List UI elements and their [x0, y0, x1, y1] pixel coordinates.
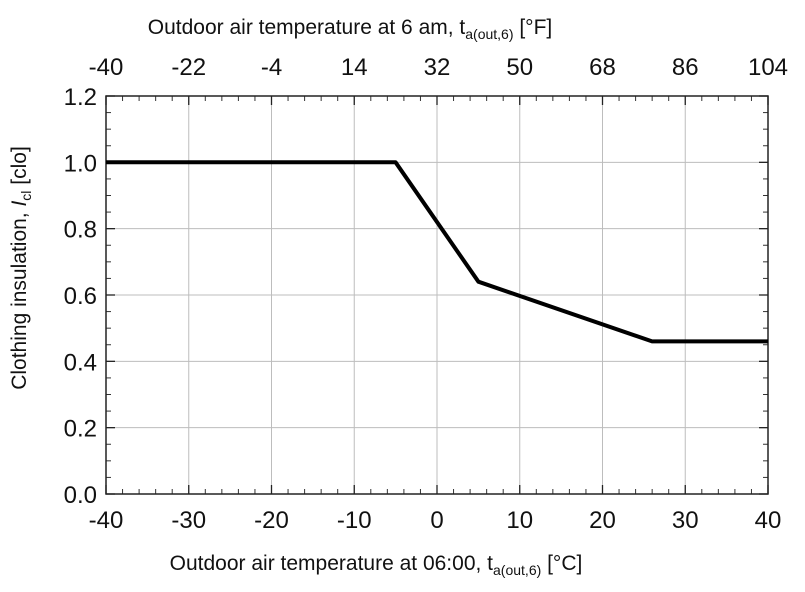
y-tick-label: 0.2	[64, 416, 97, 443]
top-x-tick-label: 104	[748, 54, 788, 81]
x-tick-label: -40	[89, 507, 124, 534]
top-x-tick-label: 32	[424, 54, 451, 81]
x-tick-label: 40	[755, 507, 782, 534]
clothing-insulation-line	[106, 160, 768, 344]
series-lines	[106, 160, 768, 344]
top-axis-title: Outdoor air temperature at 6 am, ta(out,…	[148, 16, 552, 42]
plot-area-frame	[105, 95, 769, 495]
x-tick-label: 0	[430, 507, 443, 534]
x-tick-label: 10	[506, 507, 533, 534]
y-tick-label: 1.2	[64, 84, 97, 111]
x-tick-label: -10	[337, 507, 372, 534]
y-tick-label: 0.0	[64, 482, 97, 509]
y-tick-label: 0.8	[64, 217, 97, 244]
x-tick-label: 30	[672, 507, 699, 534]
top-x-tick-label: -22	[171, 54, 206, 81]
top-x-tick-label: -4	[261, 54, 282, 81]
tick-labels: -40 -30 -20 -10 0 10 20 30 40 -40 -22 -4 14 32 50 68 86 1…	[64, 54, 788, 534]
bottom-axis-title: Outdoor air temperature at 06:00, ta(out…	[170, 552, 583, 578]
top-x-tick-label: 14	[341, 54, 368, 81]
top-x-tick-label: -40	[89, 54, 124, 81]
top-x-tick-label: 86	[672, 54, 699, 81]
x-tick-label: -30	[171, 507, 206, 534]
top-x-tick-label: 68	[589, 54, 616, 81]
x-tick-label: -20	[254, 507, 289, 534]
y-tick-label: 0.6	[64, 283, 97, 310]
top-x-tick-label: 50	[506, 54, 533, 81]
grid-lines	[106, 96, 768, 494]
x-tick-label: 20	[589, 507, 616, 534]
y-tick-label: 1.0	[64, 150, 97, 177]
y-tick-label: 0.4	[64, 349, 97, 376]
y-axis-title: Clothing insulation, Icl [clo]	[8, 146, 34, 390]
